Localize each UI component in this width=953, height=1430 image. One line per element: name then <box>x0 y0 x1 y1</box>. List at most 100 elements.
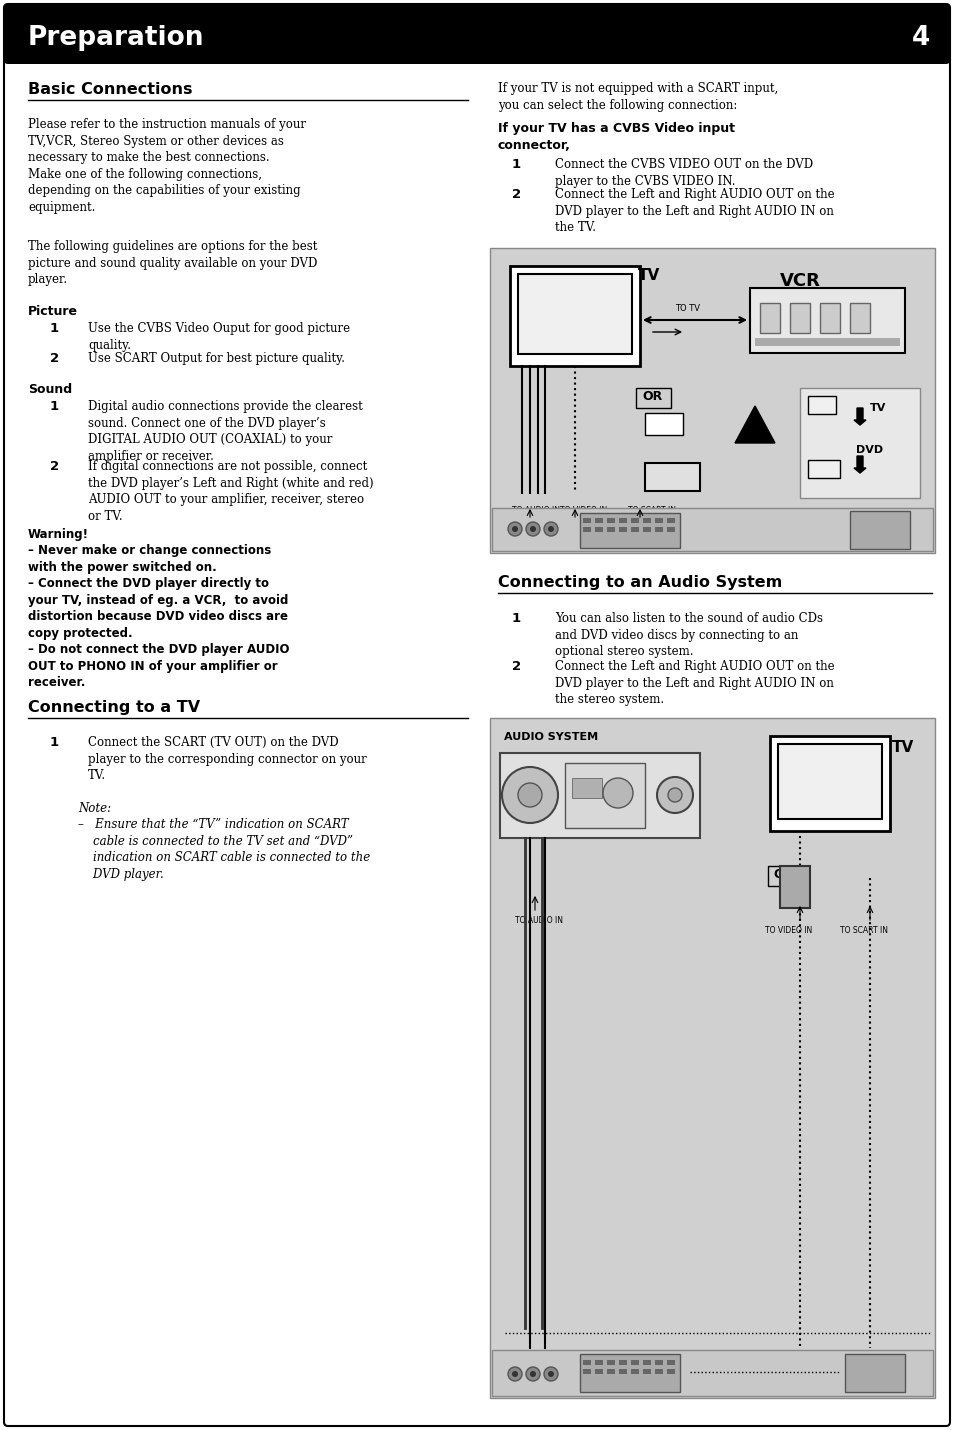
Bar <box>630 518 639 523</box>
Bar <box>595 1369 602 1374</box>
Bar <box>492 508 932 551</box>
Bar <box>644 463 700 490</box>
Bar <box>595 518 602 523</box>
FancyArrow shape <box>853 408 865 425</box>
Circle shape <box>547 526 554 532</box>
Bar <box>8 40 945 61</box>
Text: TV: TV <box>869 403 885 413</box>
Text: TV: TV <box>809 398 821 408</box>
Bar <box>642 1369 650 1374</box>
Text: TO VIDEO IN: TO VIDEO IN <box>559 506 607 515</box>
Text: Digital audio connections provide the clearest
sound. Connect one of the DVD pla: Digital audio connections provide the cl… <box>88 400 362 462</box>
Text: Connect the CVBS VIDEO OUT on the DVD
player to the CVBS VIDEO IN.: Connect the CVBS VIDEO OUT on the DVD pl… <box>555 157 812 187</box>
Bar <box>582 528 590 532</box>
Text: Picture: Picture <box>28 305 78 317</box>
Bar <box>510 266 639 366</box>
FancyBboxPatch shape <box>4 4 949 64</box>
Bar <box>666 518 675 523</box>
Text: 1: 1 <box>50 736 59 749</box>
Bar <box>579 513 679 548</box>
Text: If your TV has a CVBS Video input
connector,: If your TV has a CVBS Video input connec… <box>497 122 734 152</box>
Circle shape <box>530 1371 536 1377</box>
Circle shape <box>543 1367 558 1381</box>
Bar <box>844 1354 904 1391</box>
Bar <box>789 303 809 333</box>
Text: Connecting to an Audio System: Connecting to an Audio System <box>497 575 781 591</box>
Text: Connect the Left and Right AUDIO OUT on the
DVD player to the Left and Right AUD: Connect the Left and Right AUDIO OUT on … <box>555 661 834 706</box>
Text: Basic Connections: Basic Connections <box>28 82 193 97</box>
Text: 2: 2 <box>50 352 59 365</box>
Bar <box>760 303 780 333</box>
FancyBboxPatch shape <box>4 4 949 1426</box>
Text: Note:: Note: <box>78 802 111 815</box>
Text: TO TV: TO TV <box>675 305 700 313</box>
Text: TO AUDIO IN: TO AUDIO IN <box>515 917 562 925</box>
Text: Connecting to a TV: Connecting to a TV <box>28 701 200 715</box>
Bar <box>618 518 626 523</box>
Bar <box>630 528 639 532</box>
Text: TO SCART IN: TO SCART IN <box>840 927 887 935</box>
Text: You can also listen to the sound of audio CDs
and DVD video discs by connecting : You can also listen to the sound of audi… <box>555 612 822 658</box>
Text: –   Ensure that the “TV” indication on SCART
    cable is connected to the TV se: – Ensure that the “TV” indication on SCA… <box>78 818 370 881</box>
Bar <box>630 1369 639 1374</box>
Circle shape <box>507 522 521 536</box>
Bar <box>606 1360 615 1366</box>
Circle shape <box>517 784 541 807</box>
Text: DVD: DVD <box>809 462 829 470</box>
Text: Use the CVBS Video Ouput for good picture
quality.: Use the CVBS Video Ouput for good pictur… <box>88 322 350 352</box>
Text: Sound: Sound <box>28 383 72 396</box>
Bar <box>517 275 631 355</box>
Circle shape <box>507 1367 521 1381</box>
Bar <box>618 1369 626 1374</box>
Bar <box>582 1360 590 1366</box>
Bar <box>655 528 662 532</box>
Text: If your TV is not equipped with a SCART input,
you can select the following conn: If your TV is not equipped with a SCART … <box>497 82 778 112</box>
Text: TV: TV <box>648 418 661 428</box>
Circle shape <box>530 526 536 532</box>
Bar <box>807 396 835 415</box>
Bar <box>595 1360 602 1366</box>
Text: Connect the SCART (TV OUT) on the DVD
player to the corresponding connector on y: Connect the SCART (TV OUT) on the DVD pl… <box>88 736 366 782</box>
Bar <box>636 388 670 408</box>
Text: 2: 2 <box>512 661 520 674</box>
Bar <box>754 337 899 346</box>
Text: OR: OR <box>641 390 661 403</box>
FancyArrow shape <box>853 456 865 473</box>
Text: TV: TV <box>638 267 659 283</box>
Bar <box>800 388 919 498</box>
Bar <box>642 1360 650 1366</box>
Bar <box>767 867 802 887</box>
Text: 2: 2 <box>512 187 520 202</box>
Text: DVD: DVD <box>855 445 882 455</box>
Text: 4: 4 <box>911 24 929 51</box>
Text: DVD: DVD <box>649 470 677 480</box>
Bar <box>666 528 675 532</box>
Bar <box>490 718 934 1399</box>
Text: Please refer to the instruction manuals of your
TV,VCR, Stereo System or other d: Please refer to the instruction manuals … <box>28 119 306 213</box>
Bar <box>499 754 700 838</box>
Text: Connect the Left and Right AUDIO OUT on the
DVD player to the Left and Right AUD: Connect the Left and Right AUDIO OUT on … <box>555 187 834 235</box>
Circle shape <box>512 1371 517 1377</box>
Bar <box>655 518 662 523</box>
Bar <box>582 518 590 523</box>
Bar <box>606 528 615 532</box>
Text: !: ! <box>747 418 756 438</box>
Bar <box>630 1360 639 1366</box>
Circle shape <box>547 1371 554 1377</box>
Bar <box>572 778 601 798</box>
Bar <box>666 1369 675 1374</box>
Text: VCR: VCR <box>780 272 820 290</box>
Text: 1: 1 <box>512 157 520 172</box>
Text: 1: 1 <box>512 612 520 625</box>
Circle shape <box>602 778 633 808</box>
Text: OR: OR <box>645 390 665 405</box>
Text: Warning!: Warning! <box>28 528 89 541</box>
Bar <box>564 764 644 828</box>
Text: Use SCART Output for best picture quality.: Use SCART Output for best picture qualit… <box>88 352 345 365</box>
Text: AUDIO SYSTEM: AUDIO SYSTEM <box>503 732 598 742</box>
Bar <box>849 303 869 333</box>
Circle shape <box>525 1367 539 1381</box>
Bar <box>490 247 934 553</box>
Text: – Never make or change connections
with the power switched on.
– Connect the DVD: – Never make or change connections with … <box>28 543 289 689</box>
Bar <box>769 736 889 831</box>
